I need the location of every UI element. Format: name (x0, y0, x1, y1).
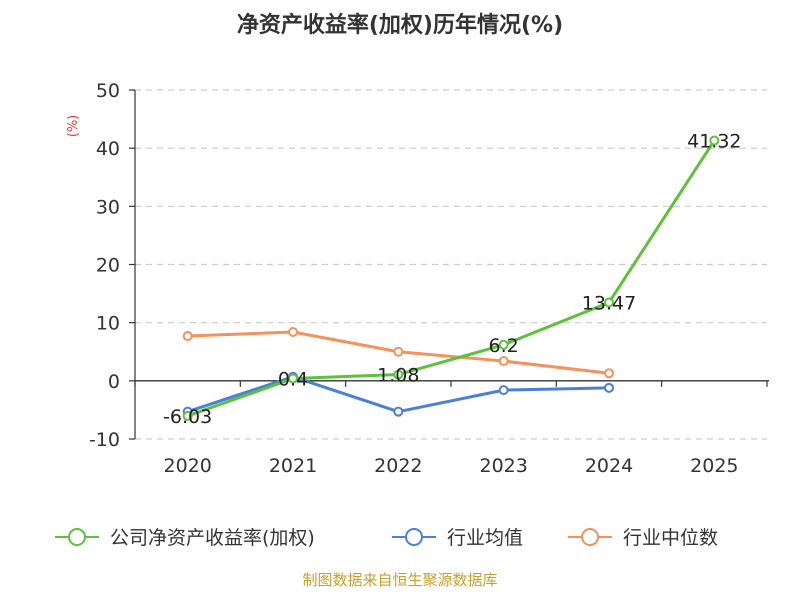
legend-marker (581, 528, 599, 546)
y-tick-label: 40 (96, 138, 120, 160)
data-point (288, 326, 298, 337)
data-point (288, 373, 298, 384)
x-tick-label: 2024 (585, 455, 633, 477)
data-label: -6.03 (163, 406, 212, 428)
chart-title: 净资产收益率(加权)历年情况(%) (237, 12, 563, 38)
legend: 公司净资产收益率(加权) 行业均值 行业中位数 (55, 527, 718, 549)
data-point (498, 385, 509, 396)
data-labels: -6.03 0.4 1.08 6.2 13.47 41.32 (163, 130, 741, 427)
y-tick-label: 10 (96, 313, 120, 335)
data-label: 1.08 (377, 365, 419, 387)
data-point (182, 331, 193, 342)
series-line (187, 139, 716, 418)
legend-marker (405, 528, 423, 546)
legend-label: 行业中位数 (623, 527, 718, 549)
series-group (182, 135, 720, 421)
x-tick-label: 2020 (163, 455, 211, 477)
x-tick-label: 2022 (374, 455, 422, 477)
data-point (393, 369, 404, 380)
data-label: 41.32 (687, 130, 741, 152)
data-label: 0.4 (278, 369, 308, 391)
data-point (604, 297, 614, 308)
x-tick-label: 2021 (269, 455, 317, 477)
source-note: 制图数据来自恒生聚源数据库 (302, 571, 497, 589)
y-tick-label: 20 (96, 255, 120, 277)
legend-label: 行业均值 (447, 527, 523, 549)
axes: 50 40 30 20 10 0 -10 2020 2021 2022 2023 2024 2025 (89, 80, 769, 477)
y-tick-label: -10 (89, 429, 120, 451)
x-tick-label: 2025 (690, 455, 738, 477)
legend-label: 公司净资产收益率(加权) (110, 527, 315, 549)
legend-marker (68, 528, 86, 546)
data-label: 13.47 (582, 292, 636, 314)
x-tick-label: 2023 (479, 455, 527, 477)
data-label: 6.2 (489, 335, 519, 357)
data-point (604, 382, 614, 393)
data-point (393, 346, 404, 357)
data-point (498, 356, 509, 367)
y-tick-label: 30 (96, 196, 120, 218)
data-point (709, 135, 720, 146)
data-point (393, 406, 404, 417)
data-point (604, 368, 614, 379)
data-point (498, 339, 509, 350)
y-axis-label: (%) (66, 115, 81, 138)
y-tick-label: 50 (96, 80, 120, 102)
data-point (182, 410, 193, 421)
y-tick-label: 0 (108, 371, 120, 393)
